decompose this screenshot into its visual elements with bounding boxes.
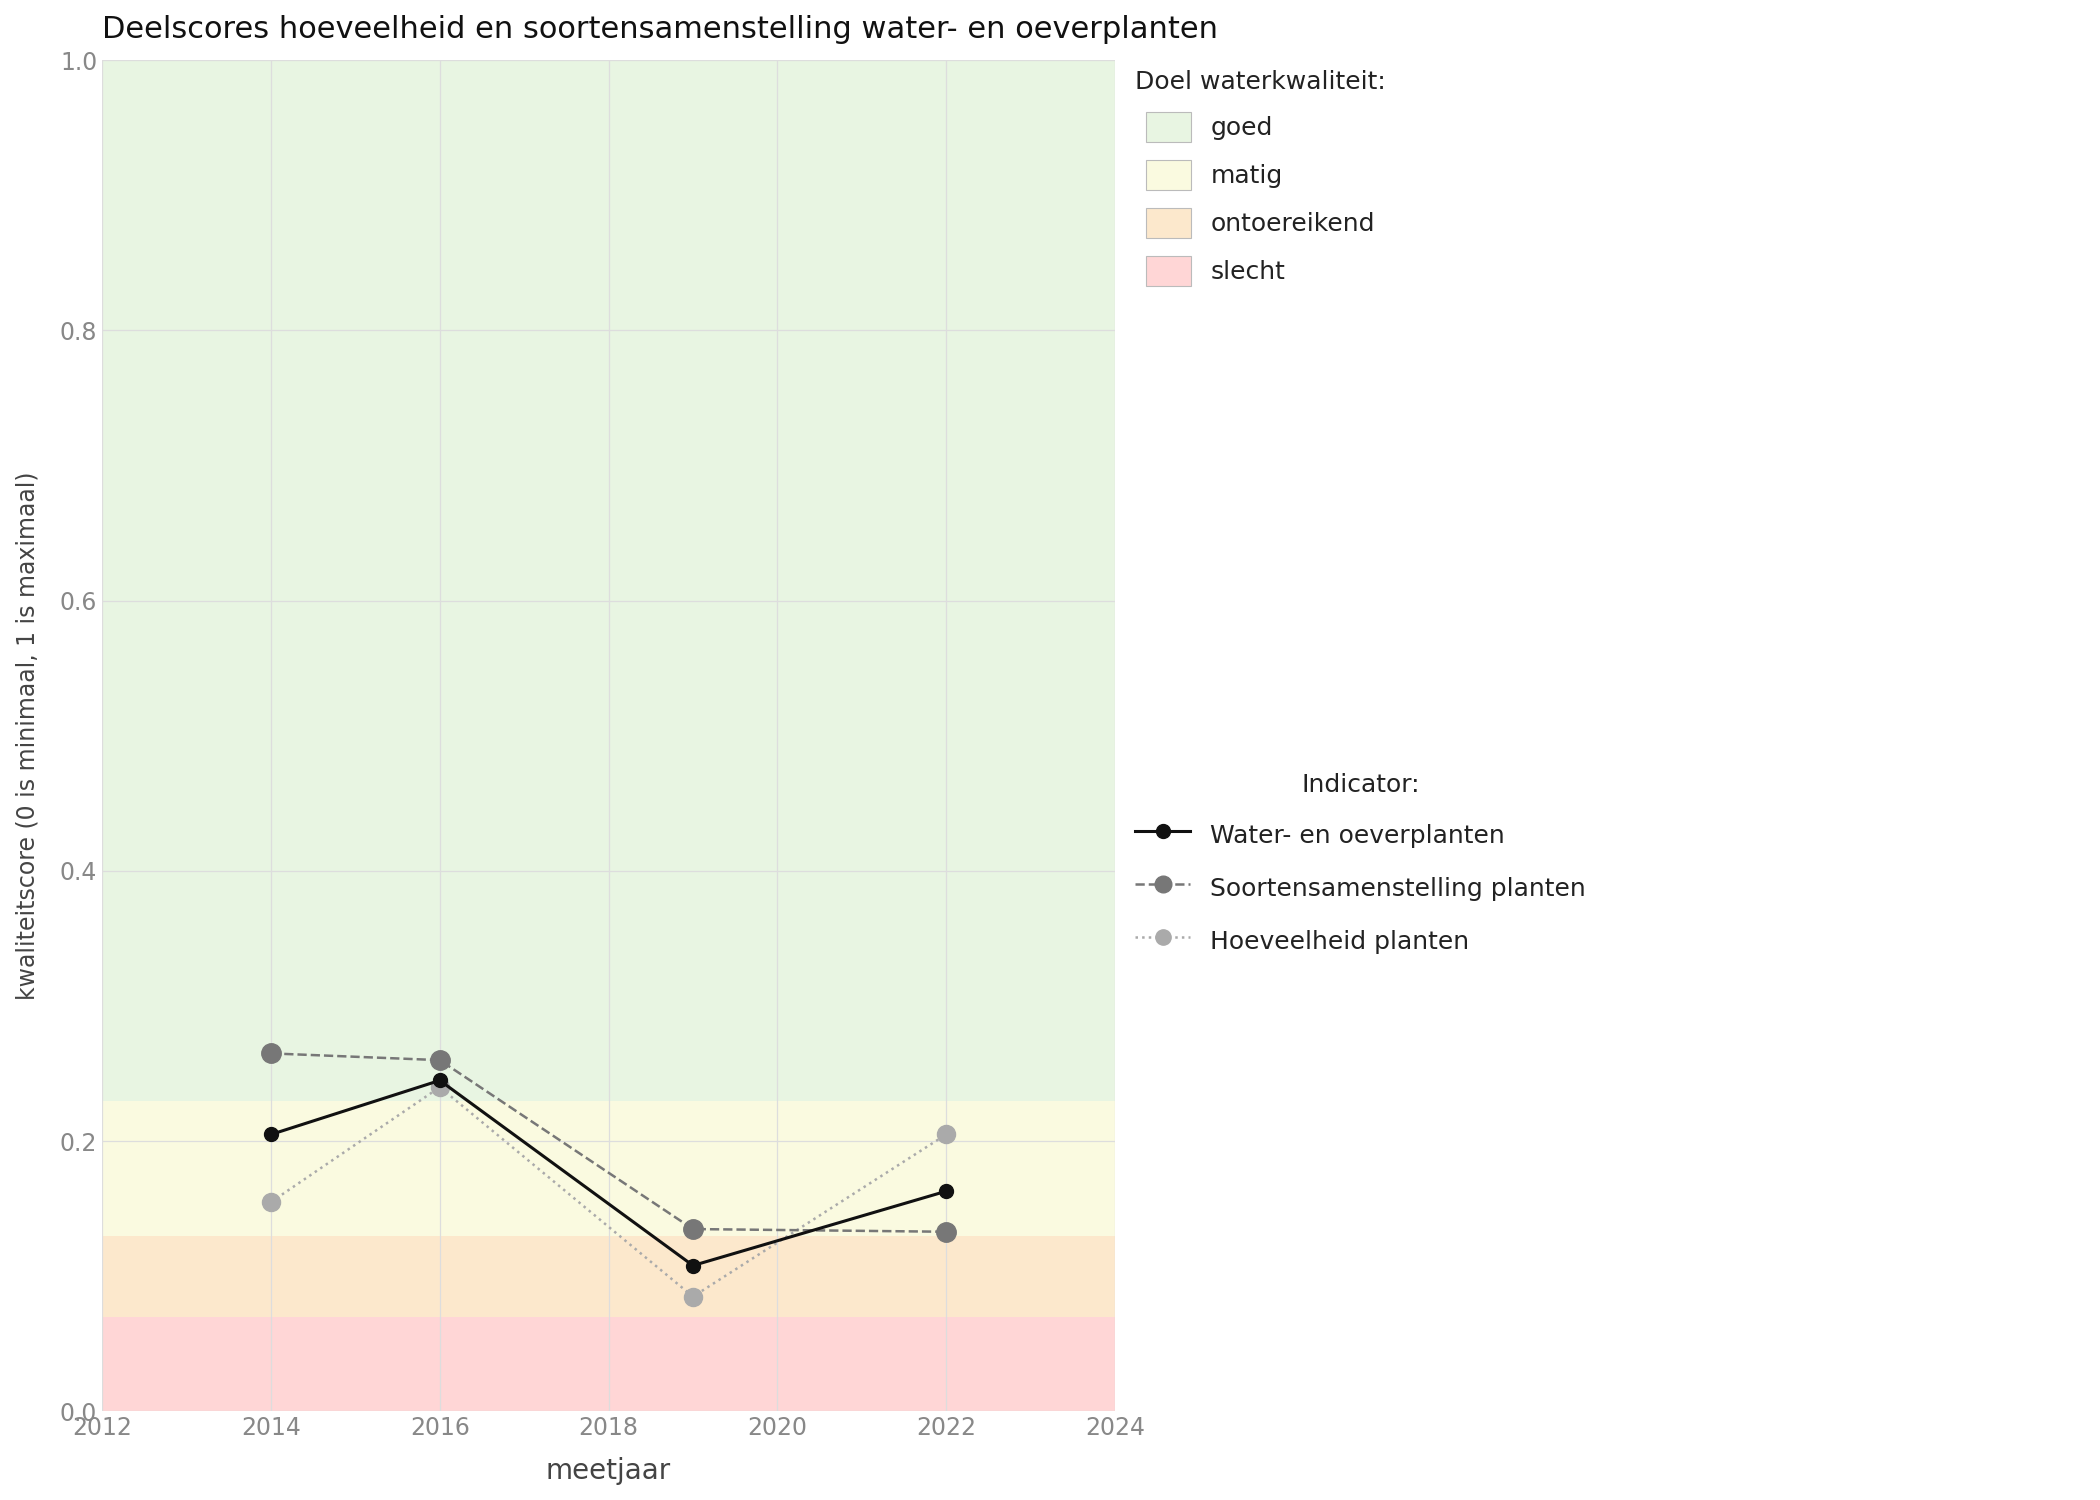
- Legend: Water- en oeverplanten, Soortensamenstelling planten, Hoeveelheid planten: Water- en oeverplanten, Soortensamenstel…: [1126, 764, 1596, 966]
- Bar: [103, 60, 1115, 1101]
- Text: Deelscores hoeveelheid en soortensamenstelling water- en oeverplanten: Deelscores hoeveelheid en soortensamenst…: [103, 15, 1218, 44]
- Bar: [103, 1236, 1115, 1317]
- X-axis label: meetjaar: meetjaar: [546, 1456, 672, 1485]
- Bar: [103, 1317, 1115, 1412]
- Bar: [103, 1101, 1115, 1236]
- Y-axis label: kwaliteitscore (0 is minimaal, 1 is maximaal): kwaliteitscore (0 is minimaal, 1 is maxi…: [15, 471, 40, 1000]
